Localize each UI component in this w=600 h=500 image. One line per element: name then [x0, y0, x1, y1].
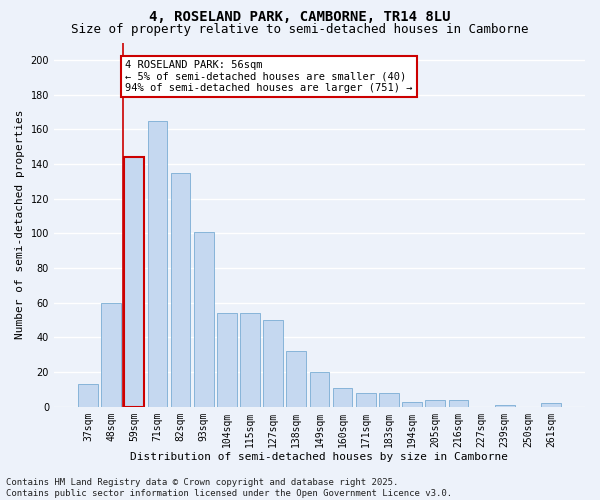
- Bar: [194, 232, 214, 407]
- Text: Size of property relative to semi-detached houses in Camborne: Size of property relative to semi-detach…: [71, 22, 529, 36]
- Bar: [541, 404, 561, 407]
- Y-axis label: Number of semi-detached properties: Number of semi-detached properties: [15, 110, 25, 340]
- Bar: [170, 172, 190, 407]
- Bar: [78, 384, 98, 407]
- Bar: [263, 320, 283, 407]
- Bar: [449, 400, 468, 407]
- Bar: [124, 157, 144, 407]
- Bar: [356, 393, 376, 407]
- Text: 4, ROSELAND PARK, CAMBORNE, TR14 8LU: 4, ROSELAND PARK, CAMBORNE, TR14 8LU: [149, 10, 451, 24]
- Bar: [148, 120, 167, 407]
- Text: 4 ROSELAND PARK: 56sqm
← 5% of semi-detached houses are smaller (40)
94% of semi: 4 ROSELAND PARK: 56sqm ← 5% of semi-deta…: [125, 60, 412, 93]
- Bar: [101, 302, 121, 407]
- Text: Contains HM Land Registry data © Crown copyright and database right 2025.
Contai: Contains HM Land Registry data © Crown c…: [6, 478, 452, 498]
- Bar: [379, 393, 399, 407]
- Bar: [495, 405, 515, 407]
- Bar: [217, 313, 236, 407]
- Bar: [425, 400, 445, 407]
- X-axis label: Distribution of semi-detached houses by size in Camborne: Distribution of semi-detached houses by …: [130, 452, 508, 462]
- Bar: [310, 372, 329, 407]
- Bar: [402, 402, 422, 407]
- Bar: [286, 352, 306, 407]
- Bar: [333, 388, 352, 407]
- Bar: [240, 313, 260, 407]
